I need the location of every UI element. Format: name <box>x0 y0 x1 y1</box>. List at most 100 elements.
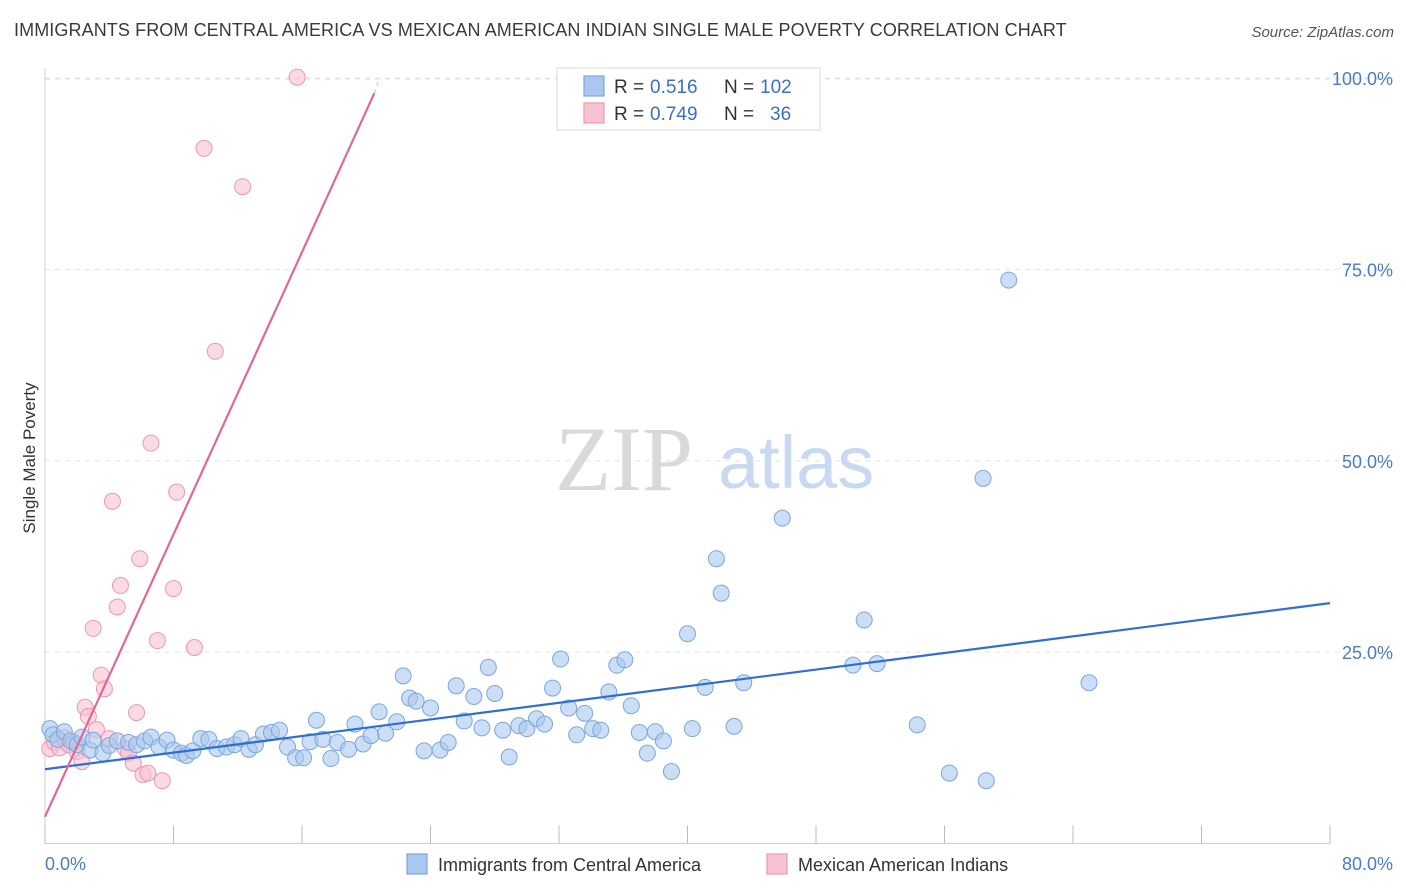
pink-point <box>84 619 102 637</box>
blue-point <box>394 667 412 685</box>
legend-n-label-1: N = <box>724 77 754 98</box>
blue-point <box>494 721 512 739</box>
pink-point <box>206 342 224 360</box>
blue-point <box>855 611 873 629</box>
series-pink-points <box>41 68 306 790</box>
legend-n-value-2: 36 <box>770 104 791 125</box>
blue-point <box>322 750 340 768</box>
pink-point <box>165 580 182 598</box>
legend-n-label-2: N = <box>724 104 754 125</box>
blue-point <box>447 677 465 695</box>
y-tick-label: 75.0% <box>1342 260 1393 280</box>
pink-point <box>153 772 171 790</box>
blue-point <box>295 749 313 767</box>
bottom-legend-swatch-pink <box>766 853 788 875</box>
y-axis-label: Single Male Poverty <box>20 382 39 534</box>
blue-point <box>868 655 886 673</box>
trendlines <box>43 78 1331 818</box>
blue-point <box>500 748 518 766</box>
legend-n-value-1: 102 <box>760 77 792 98</box>
y-tick-label: 100.0% <box>1332 69 1393 89</box>
tick-labels: 25.0% 50.0% 75.0% 100.0% 0.0% 80.0% <box>45 69 1393 874</box>
bottom-legend-swatch-blue <box>406 853 428 875</box>
series-blue-points <box>41 271 1098 790</box>
x-tick-label: 80.0% <box>1342 854 1393 874</box>
pink-point <box>139 764 157 782</box>
x-tick-label: 0.0% <box>45 854 86 874</box>
legend-box: R = 0.516 N = 102 R = 0.749 N = 36 <box>556 67 821 131</box>
blue-point <box>940 764 958 782</box>
pink-point <box>128 704 146 722</box>
blue-point <box>568 726 586 744</box>
blue-point <box>977 772 995 790</box>
legend-swatch-pink <box>583 102 605 124</box>
blue-point <box>592 721 610 739</box>
pink-point <box>288 68 306 86</box>
blue-point <box>638 744 656 762</box>
blue-point <box>696 678 714 696</box>
blue-point <box>271 721 289 739</box>
blue-point <box>622 697 640 715</box>
blue-point <box>473 719 491 737</box>
legend-r-value-1: 0.516 <box>650 77 698 98</box>
blue-point <box>974 469 992 487</box>
blue-point <box>415 742 433 760</box>
y-tick-label: 25.0% <box>1342 643 1393 663</box>
blue-point <box>84 731 102 749</box>
bottom-legend-label-blue: Immigrants from Central America <box>438 855 702 875</box>
blue-point <box>536 715 554 733</box>
blue-point <box>1080 674 1098 692</box>
blue-point <box>439 733 457 751</box>
watermark-zip: ZIP <box>555 408 693 510</box>
blue-point <box>465 688 483 706</box>
blue-point <box>407 692 425 710</box>
blue-point <box>370 703 388 721</box>
pink-point <box>234 178 252 196</box>
chart-title: IMMIGRANTS FROM CENTRAL AMERICA VS MEXIC… <box>14 20 1067 40</box>
legend-r-label-2: R = <box>614 104 644 125</box>
pink-point <box>131 550 149 568</box>
blue-point <box>712 584 730 602</box>
blue-point <box>560 699 578 717</box>
blue-point <box>654 732 672 750</box>
pink-point <box>95 680 113 698</box>
blue-trendline <box>44 602 1331 771</box>
blue-point <box>486 684 504 702</box>
pink-trendline-extension <box>373 78 380 94</box>
bottom-legend-label-pink: Mexican American Indians <box>798 855 1008 875</box>
blue-point <box>307 711 325 729</box>
blue-point <box>662 763 680 781</box>
blue-point <box>630 724 648 742</box>
blue-point <box>725 717 743 735</box>
blue-point <box>422 699 439 717</box>
pink-point <box>185 639 203 657</box>
blue-point <box>576 704 594 722</box>
legend-r-label-1: R = <box>614 77 644 98</box>
blue-point <box>552 650 570 668</box>
blue-point <box>679 625 696 643</box>
axes <box>44 68 1331 844</box>
pink-point <box>195 139 213 157</box>
watermark-atlas: atlas <box>718 421 874 504</box>
pink-point <box>148 632 166 650</box>
pink-point <box>111 577 129 595</box>
source-label: Source: ZipAtlas.com <box>1251 24 1394 41</box>
blue-point <box>455 712 473 730</box>
blue-point <box>362 727 380 745</box>
pink-point <box>142 434 160 452</box>
pink-point <box>103 492 121 510</box>
pink-trendline <box>43 92 376 818</box>
watermark: ZIP atlas <box>555 408 874 510</box>
legend-swatch-blue <box>583 75 605 97</box>
blue-point <box>1000 271 1018 289</box>
blue-point <box>773 509 791 527</box>
legend-r-value-2: 0.749 <box>650 104 698 125</box>
y-tick-label: 50.0% <box>1342 452 1393 472</box>
blue-point <box>479 658 497 676</box>
blue-point <box>616 651 634 669</box>
blue-point <box>388 713 406 731</box>
blue-point <box>707 550 725 568</box>
blue-point <box>340 740 358 758</box>
pink-point <box>108 598 126 616</box>
blue-point <box>908 716 926 734</box>
